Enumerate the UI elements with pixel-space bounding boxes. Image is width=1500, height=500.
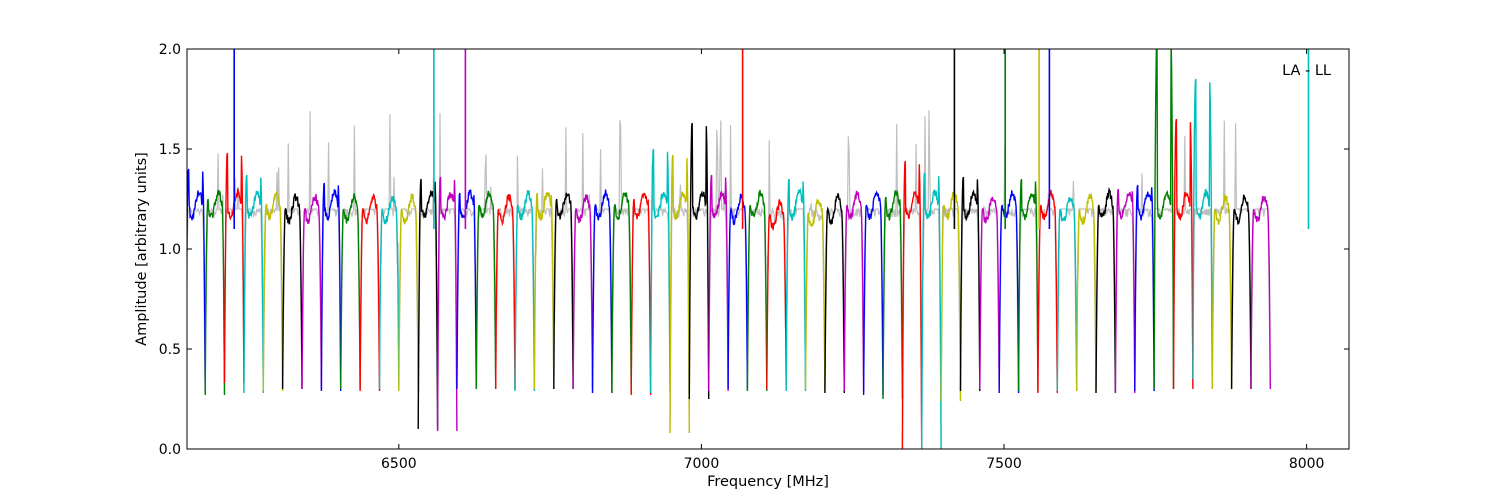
channel-trace (1037, 189, 1059, 394)
channel-trace (940, 189, 962, 402)
x-tick-label: 8000 (1289, 456, 1325, 472)
channel-trace (843, 190, 865, 392)
channel-trace (187, 168, 206, 394)
channel-trace (320, 182, 342, 392)
channel-trace (688, 122, 710, 400)
channel-trace (262, 191, 284, 392)
channel-trace (862, 190, 884, 396)
channel-trace (281, 193, 303, 390)
x-tick-label: 6500 (381, 456, 417, 472)
channel-trace (1017, 178, 1039, 392)
channel-trace (1153, 49, 1175, 390)
channel-trace (669, 154, 690, 434)
channel-trace (553, 192, 574, 390)
channel-trace (1172, 118, 1194, 390)
series-layer (187, 49, 1310, 449)
channel-trace (1192, 78, 1213, 380)
channel-trace (398, 193, 419, 392)
channel-trace (1056, 197, 1078, 392)
channel-trace (649, 148, 671, 394)
channel-trace (882, 190, 904, 400)
channel-trace (456, 189, 477, 390)
channel-trace (378, 195, 400, 390)
channel-trace (921, 172, 942, 449)
channel-trace (727, 193, 749, 390)
y-tick-label: 0.5 (159, 342, 181, 358)
channel-trace (785, 178, 807, 392)
y-tick-label: 1.0 (159, 242, 181, 258)
channel-trace (979, 196, 1000, 390)
channel-trace (495, 193, 516, 390)
channel-trace (572, 194, 594, 390)
channel-trace (204, 189, 226, 396)
channel-trace (591, 189, 613, 394)
channel-trace (1075, 192, 1097, 392)
channel-trace (436, 176, 458, 432)
channel-trace (824, 193, 845, 394)
channel-trace (1230, 194, 1252, 390)
channel-trace (901, 160, 923, 449)
channel-trace (1250, 195, 1272, 390)
x-tick-label: 7500 (986, 456, 1022, 472)
channel-trace (959, 176, 981, 392)
channel-trace (708, 174, 729, 392)
channel-trace (533, 191, 555, 390)
plot-area (187, 49, 1310, 449)
y-tick-label: 0.0 (159, 442, 181, 458)
channel-trace (746, 189, 768, 392)
channel-trace (804, 197, 826, 390)
channel-trace (1211, 194, 1233, 390)
channel-trace (998, 190, 1020, 394)
channel-trace (1134, 184, 1155, 392)
y-tick-label: 1.5 (159, 142, 181, 158)
y-axis-label: Amplitude [arbitrary units] (134, 152, 150, 346)
channel-trace (611, 192, 632, 394)
x-axis-label: Frequency [MHz] (707, 474, 829, 490)
channel-trace (243, 174, 264, 394)
channel-trace (301, 194, 323, 390)
ticks-layer: 6500 7000 7500 8000 0.0 0.5 1.0 1.5 2.0 (159, 42, 1349, 472)
channel-trace (630, 192, 652, 396)
channel-trace (766, 199, 787, 390)
channel-trace (475, 190, 497, 390)
channel-trace (340, 193, 361, 390)
channel-trace (1114, 188, 1136, 394)
y-tick-label: 2.0 (159, 42, 181, 58)
channel-trace (514, 190, 536, 392)
x-tick-label: 7000 (684, 456, 720, 472)
channel-trace (1095, 187, 1117, 394)
annotation-label: LA - LL (1282, 63, 1331, 79)
channel-trace (359, 193, 381, 392)
